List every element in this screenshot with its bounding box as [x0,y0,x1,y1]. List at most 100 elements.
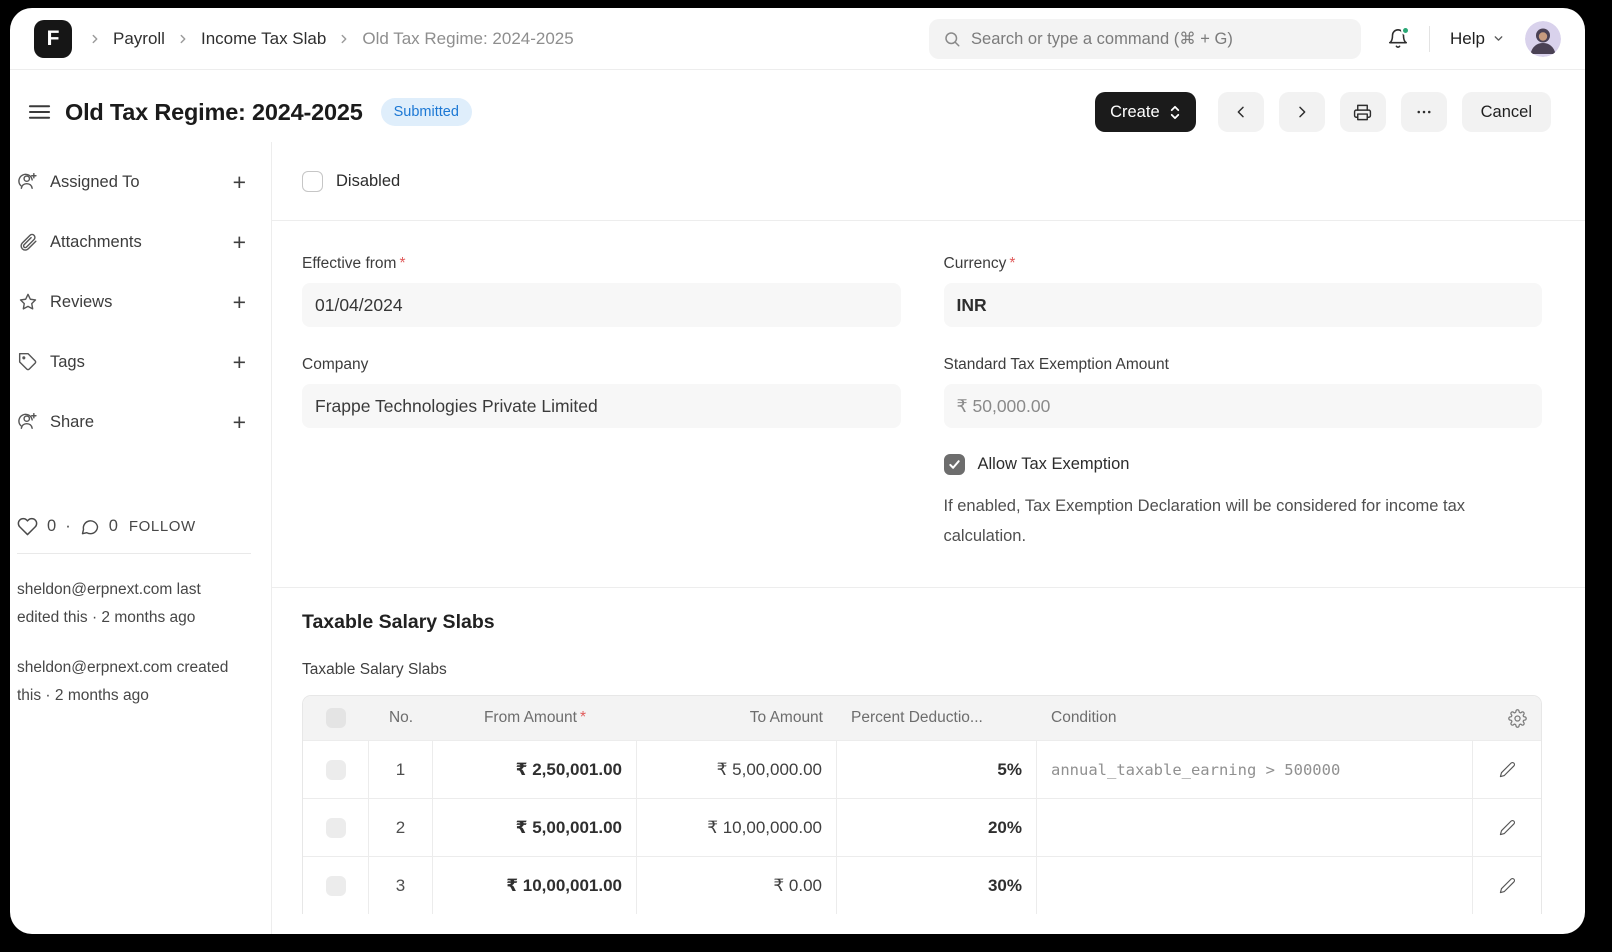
from-amount-cell[interactable]: ₹ 5,00,001.00 [433,799,637,856]
content-area: Assigned To + Attachments + Reviews + [10,142,1585,934]
page-title: Old Tax Regime: 2024-2025 [65,98,363,125]
activity-entry: sheldon@erpnext.com last edited this · 2… [17,581,201,626]
user-plus-icon [18,172,38,192]
add-attachment-button[interactable]: + [232,228,246,255]
tag-icon [18,352,38,372]
allow-tax-exemption-row[interactable]: Allow Tax Exemption [943,454,1543,475]
pencil-icon [1499,877,1516,894]
standard-tax-exemption-input[interactable]: ₹ 50,000.00 [943,384,1542,428]
navbar-divider [1429,25,1431,52]
sidebar-item-attachments[interactable]: Attachments + [17,212,251,272]
edit-row-button[interactable] [1473,857,1541,914]
gear-icon[interactable] [1508,708,1527,728]
add-review-button[interactable]: + [232,288,246,315]
column-header-percent-deduction: Percent Deductio... [851,709,983,726]
row-checkbox[interactable] [325,817,346,838]
company-field: Company Frappe Technologies Private Limi… [302,356,901,428]
company-input[interactable]: Frappe Technologies Private Limited [302,384,901,428]
status-badge: Submitted [380,98,472,126]
section-divider [272,587,1585,588]
slabs-table-label: Taxable Salary Slabs [302,661,447,678]
currency-field: Currency * INR [943,255,1542,327]
sidebar-item-tags[interactable]: Tags + [17,332,251,392]
percent-deduction-cell[interactable]: 30% [837,857,1037,914]
add-tag-button[interactable]: + [232,348,246,375]
activity-entry: sheldon@erpnext.com created this · 2 mon… [17,659,229,704]
comments-count: 0 [108,517,118,535]
row-checkbox[interactable] [325,759,346,780]
effective-from-input[interactable]: 01/04/2024 [302,283,901,327]
allow-tax-exemption-checkbox[interactable] [943,454,965,475]
required-mark: * [579,709,587,726]
effective-from-field: Effective from * 01/04/2024 [302,255,901,327]
condition-cell[interactable] [1037,799,1473,856]
breadcrumb-item-current: Old Tax Regime: 2024-2025 [362,28,574,48]
column-header-to-amount: To Amount [749,709,823,726]
row-number: 1 [369,741,433,798]
disabled-section: Disabled [272,142,1585,220]
page-header: Old Tax Regime: 2024-2025 Submitted Crea… [10,70,1585,142]
next-record-button[interactable] [1278,92,1325,132]
standard-tax-exemption-field: Standard Tax Exemption Amount ₹ 50,000.0… [943,356,1542,428]
follow-button[interactable]: FOLLOW [128,518,196,535]
heart-icon[interactable] [17,516,38,537]
section-heading: Taxable Salary Slabs [302,611,495,633]
disabled-checkbox-row[interactable]: Disabled [302,171,1542,192]
more-menu-button[interactable] [1400,92,1447,132]
frappe-logo[interactable]: F [34,19,72,58]
top-navbar: F Payroll Income Tax Slab Old Tax Regime… [10,8,1585,70]
condition-cell[interactable] [1037,857,1473,914]
sidebar-item-share[interactable]: Share + [17,392,251,452]
row-number: 2 [369,799,433,856]
details-section: Effective from * 01/04/2024 Company Frapp… [272,221,1585,587]
form-main: Disabled Effective from * 01/04/2024 Comp… [272,142,1585,934]
select-chevrons-icon [1169,105,1181,120]
to-amount-cell[interactable]: ₹ 5,00,000.00 [637,741,837,798]
edit-row-button[interactable] [1473,741,1541,798]
add-assignment-button[interactable]: + [232,168,246,195]
table-row: 1 ₹ 2,50,001.00 ₹ 5,00,000.00 5% annual_… [303,740,1541,798]
user-avatar[interactable] [1525,20,1561,57]
sidebar-separator [17,553,251,554]
help-menu[interactable]: Help [1450,29,1505,49]
edit-row-button[interactable] [1473,799,1541,856]
condition-cell[interactable]: annual_taxable_earning > 500000 [1037,741,1473,798]
column-header-condition: Condition [1051,709,1117,726]
add-share-button[interactable]: + [232,408,246,435]
to-amount-cell[interactable]: ₹ 10,00,000.00 [637,799,837,856]
sidebar-item-reviews[interactable]: Reviews + [17,272,251,332]
print-button[interactable] [1339,92,1386,132]
create-button[interactable]: Create [1095,92,1196,132]
user-plus-icon [18,412,38,432]
dot-separator: · [65,517,71,535]
previous-record-button[interactable] [1217,92,1264,132]
search-placeholder: Search or type a command (⌘ + G) [971,29,1233,48]
details-right-column: Currency * INR Standard Tax Exemption Amo… [943,255,1543,551]
table-settings-cell [1473,696,1541,740]
chevron-right-icon [88,32,102,46]
percent-deduction-cell[interactable]: 5% [837,741,1037,798]
star-icon [18,292,38,312]
select-all-checkbox[interactable] [326,708,346,728]
header-actions: Create Cancel [1095,92,1551,132]
notifications-bell-icon[interactable] [1387,25,1411,50]
table-row: 2 ₹ 5,00,001.00 ₹ 10,00,000.00 20% [303,798,1541,856]
sidebar-toggle-icon[interactable] [28,103,51,121]
sidebar-item-assigned-to[interactable]: Assigned To + [17,152,251,212]
comment-icon[interactable] [80,517,100,537]
search-input[interactable]: Search or type a command (⌘ + G) [929,18,1362,59]
chevron-right-icon [337,32,351,46]
breadcrumb-item-income-tax-slab[interactable]: Income Tax Slab [200,28,327,48]
breadcrumb-item-payroll[interactable]: Payroll [113,28,165,48]
from-amount-cell[interactable]: ₹ 2,50,001.00 [433,741,637,798]
to-amount-cell[interactable]: ₹ 0.00 [637,857,837,914]
percent-deduction-cell[interactable]: 20% [837,799,1037,856]
currency-input[interactable]: INR [943,283,1542,327]
pencil-icon [1499,761,1516,778]
slabs-table-header: No. From Amount * To Amount Percent Deduc… [303,696,1541,740]
row-checkbox[interactable] [325,875,346,896]
disabled-checkbox[interactable] [302,171,323,192]
from-amount-cell[interactable]: ₹ 10,00,001.00 [433,857,637,914]
paperclip-icon [18,232,38,252]
cancel-button[interactable]: Cancel [1461,92,1551,132]
